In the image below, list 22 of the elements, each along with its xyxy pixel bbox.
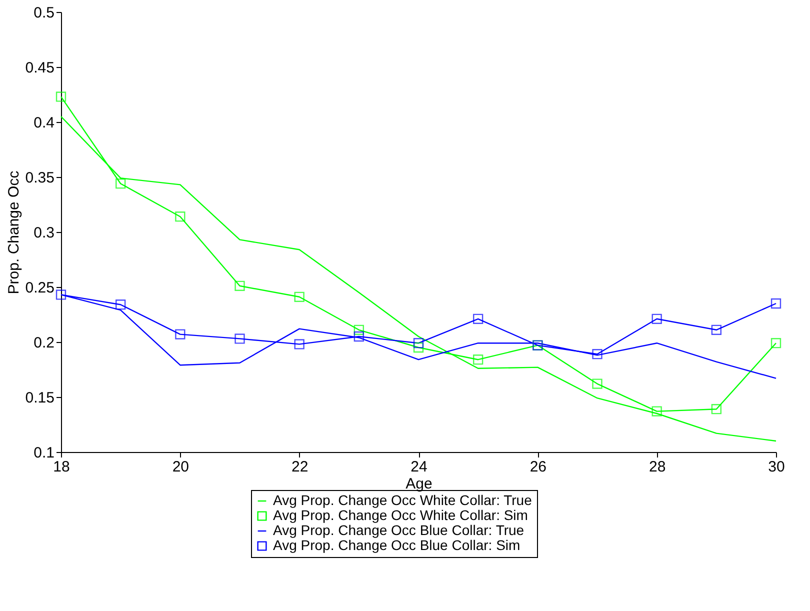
legend-label: Avg Prop. Change Occ White Collar: Sim: [273, 507, 528, 523]
x-tick-label: 22: [291, 458, 308, 476]
y-tick-label: 0.1: [34, 444, 54, 462]
x-tick-label: 30: [768, 458, 785, 476]
y-tick-label: 0.2: [34, 334, 54, 352]
legend-label: Avg Prop. Change Occ White Collar: True: [273, 492, 532, 508]
y-tick-label: 0.35: [25, 170, 54, 186]
y-tick-label: 0.25: [25, 280, 54, 296]
y-tick-label: 0.3: [34, 224, 54, 242]
x-tick-label: 28: [648, 458, 666, 476]
y-tick-label: 0.4: [34, 114, 54, 132]
y-tick-label: 0.45: [25, 60, 54, 76]
y-axis-title: Prop. Change Occ: [5, 170, 22, 294]
x-tick-label: 18: [53, 458, 70, 476]
x-axis-title: Age: [406, 476, 432, 492]
x-tick-label: 26: [530, 458, 547, 476]
legend-label: Avg Prop. Change Occ Blue Collar: Sim: [273, 537, 520, 553]
x-tick-label: 20: [172, 458, 190, 476]
y-tick-label: 0.15: [25, 390, 54, 406]
y-tick-label: 0.5: [34, 4, 54, 22]
x-tick-label: 24: [410, 458, 428, 476]
legend-label: Avg Prop. Change Occ Blue Collar: True: [273, 522, 524, 538]
